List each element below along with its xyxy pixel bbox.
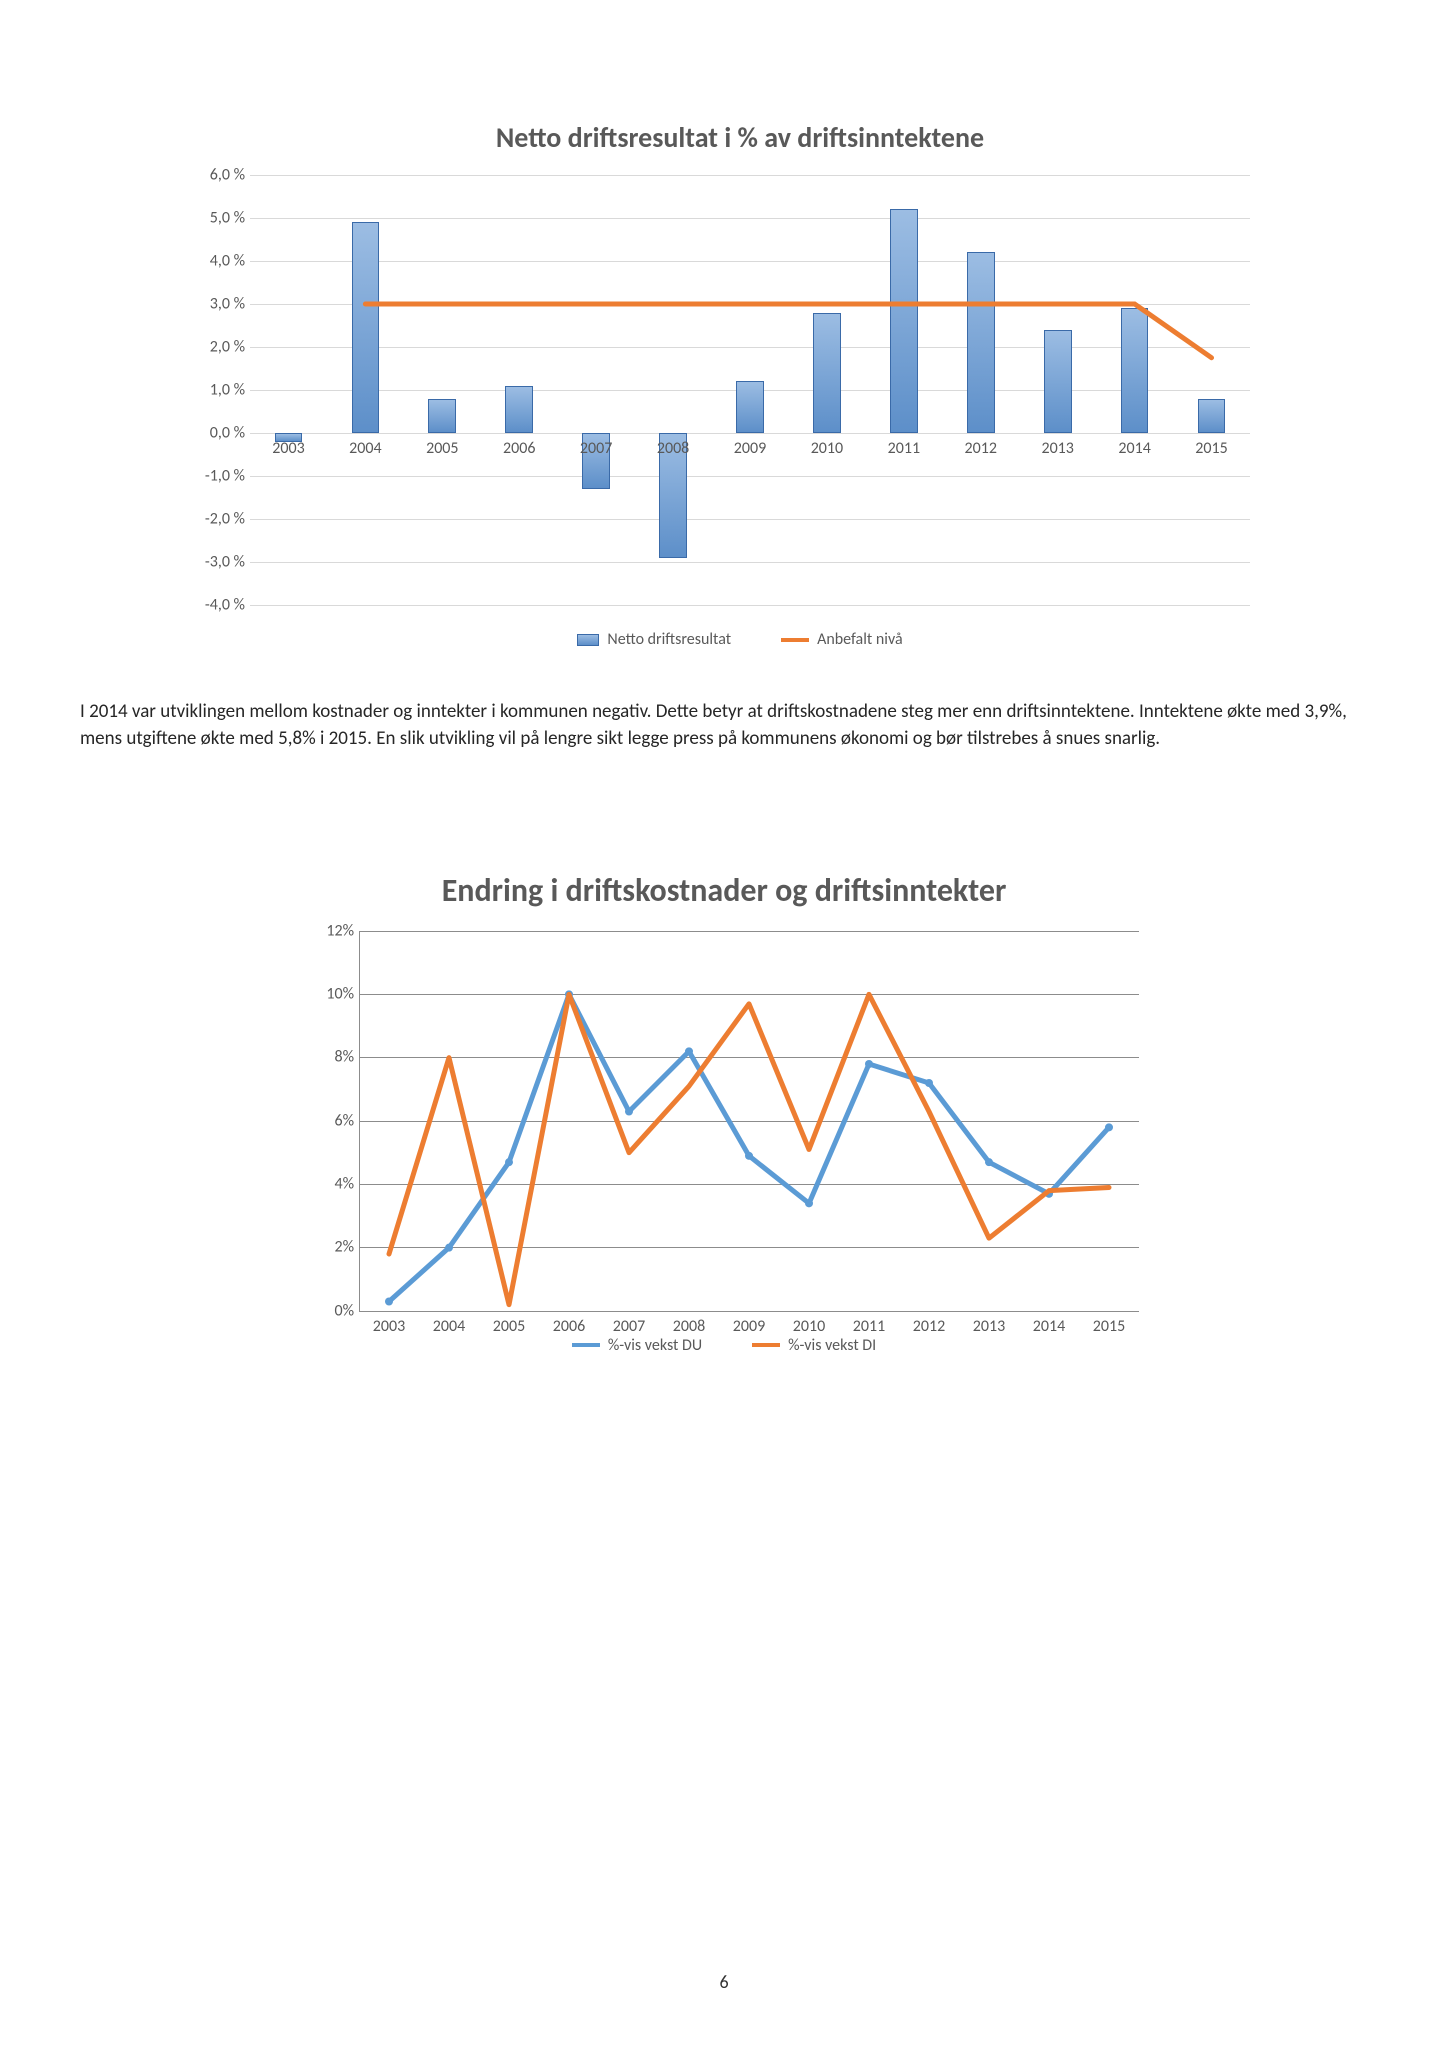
legend-item-du: %-vis vekst DU	[572, 1336, 702, 1355]
chart1-y-axis: -4,0 %-3,0 %-2,0 %-1,0 %0,0 %1,0 %2,0 %3…	[190, 175, 245, 605]
series-line	[389, 994, 1109, 1304]
gridline	[359, 1311, 1139, 1312]
y-tick-label: 2%	[334, 1238, 354, 1257]
x-tick-label: 2012	[899, 1317, 959, 1336]
x-tick-label: 2012	[942, 439, 1019, 458]
legend-item-di: %-vis vekst DI	[752, 1336, 876, 1355]
x-tick-label: 2013	[959, 1317, 1019, 1336]
x-tick-label: 2014	[1019, 1317, 1079, 1336]
gridline	[250, 605, 1250, 606]
series-marker	[505, 1158, 513, 1166]
x-tick-label: 2011	[839, 1317, 899, 1336]
series-marker	[925, 1079, 933, 1087]
series-marker	[1105, 1123, 1113, 1131]
x-tick-label: 2014	[1096, 439, 1173, 458]
series-marker	[865, 1060, 873, 1068]
y-tick-label: 8%	[334, 1048, 354, 1067]
series-marker	[805, 1199, 813, 1207]
legend-label: Netto driftsresultat	[607, 630, 731, 649]
legend-label: %-vis vekst DI	[788, 1336, 876, 1355]
legend-item-line: Anbefalt nivå	[781, 630, 903, 649]
y-tick-label: -2,0 %	[205, 510, 245, 529]
line-swatch-icon	[752, 1343, 780, 1347]
y-tick-label: 3,0 %	[210, 295, 245, 314]
y-tick-label: -4,0 %	[205, 596, 245, 615]
y-tick-label: 4%	[334, 1174, 354, 1193]
y-tick-label: 4,0 %	[210, 252, 245, 271]
y-tick-label: 5,0 %	[210, 209, 245, 228]
series-marker	[625, 1107, 633, 1115]
chart-netto-driftsresultat: Netto driftsresultat i % av driftsinntek…	[190, 120, 1290, 649]
chart1-plot: -4,0 %-3,0 %-2,0 %-1,0 %0,0 %1,0 %2,0 %3…	[250, 175, 1250, 605]
x-tick-label: 2008	[635, 439, 712, 458]
chart2-legend: %-vis vekst DU %-vis vekst DI	[299, 1336, 1149, 1355]
y-tick-label: 2,0 %	[210, 338, 245, 357]
x-tick-label: 2010	[779, 1317, 839, 1336]
x-tick-label: 2013	[1019, 439, 1096, 458]
y-tick-label: -3,0 %	[205, 553, 245, 572]
legend-item-bar: Netto driftsresultat	[577, 630, 731, 649]
recommended-level-line	[365, 304, 1211, 358]
y-tick-label: -1,0 %	[205, 467, 245, 486]
x-tick-label: 2005	[404, 439, 481, 458]
y-tick-label: 1,0 %	[210, 381, 245, 400]
x-tick-label: 2003	[250, 439, 327, 458]
line-swatch-icon	[572, 1343, 600, 1347]
y-tick-label: 0,0 %	[210, 424, 245, 443]
x-tick-label: 2015	[1173, 439, 1250, 458]
y-tick-label: 0%	[334, 1301, 354, 1320]
y-tick-label: 12%	[326, 921, 354, 940]
body-paragraph: I 2014 var utviklingen mellom kostnader …	[80, 699, 1368, 752]
chart-endring-driftskostnader: Endring i driftskostnader og driftsinnte…	[299, 872, 1149, 1354]
series-marker	[985, 1158, 993, 1166]
legend-label: Anbefalt nivå	[817, 630, 903, 649]
y-tick-label: 6,0 %	[210, 166, 245, 185]
chart1-title: Netto driftsresultat i % av driftsinntek…	[190, 120, 1290, 155]
y-tick-label: 6%	[334, 1111, 354, 1130]
x-tick-label: 2007	[599, 1317, 659, 1336]
x-tick-label: 2011	[865, 439, 942, 458]
page-number: 6	[0, 1971, 1448, 1993]
chart2-plot: 0%2%4%6%8%10%12% 20032004200520062007200…	[359, 931, 1139, 1311]
chart2-x-axis: 2003200420052006200720082009201020112012…	[359, 1317, 1139, 1336]
series-marker	[685, 1047, 693, 1055]
x-tick-label: 2008	[659, 1317, 719, 1336]
chart2-lines	[359, 931, 1139, 1311]
chart1-legend: Netto driftsresultat Anbefalt nivå	[190, 630, 1290, 649]
x-tick-label: 2009	[719, 1317, 779, 1336]
x-tick-label: 2003	[359, 1317, 419, 1336]
x-tick-label: 2010	[788, 439, 865, 458]
x-tick-label: 2004	[419, 1317, 479, 1336]
x-tick-label: 2015	[1079, 1317, 1139, 1336]
x-tick-label: 2006	[481, 439, 558, 458]
bar-swatch-icon	[577, 634, 599, 646]
x-tick-label: 2005	[479, 1317, 539, 1336]
x-tick-label: 2009	[712, 439, 789, 458]
x-tick-label: 2004	[327, 439, 404, 458]
legend-label: %-vis vekst DU	[608, 1336, 702, 1355]
series-marker	[745, 1151, 753, 1159]
chart1-x-axis: 2003200420052006200720082009201020112012…	[250, 439, 1250, 458]
series-marker	[385, 1297, 393, 1305]
x-tick-label: 2006	[539, 1317, 599, 1336]
chart2-y-axis: 0%2%4%6%8%10%12%	[299, 931, 354, 1311]
chart2-title: Endring i driftskostnader og driftsinnte…	[299, 872, 1149, 910]
line-swatch-icon	[781, 638, 809, 642]
chart1-line	[250, 175, 1250, 605]
series-marker	[445, 1243, 453, 1251]
y-tick-label: 10%	[326, 984, 354, 1003]
x-tick-label: 2007	[558, 439, 635, 458]
